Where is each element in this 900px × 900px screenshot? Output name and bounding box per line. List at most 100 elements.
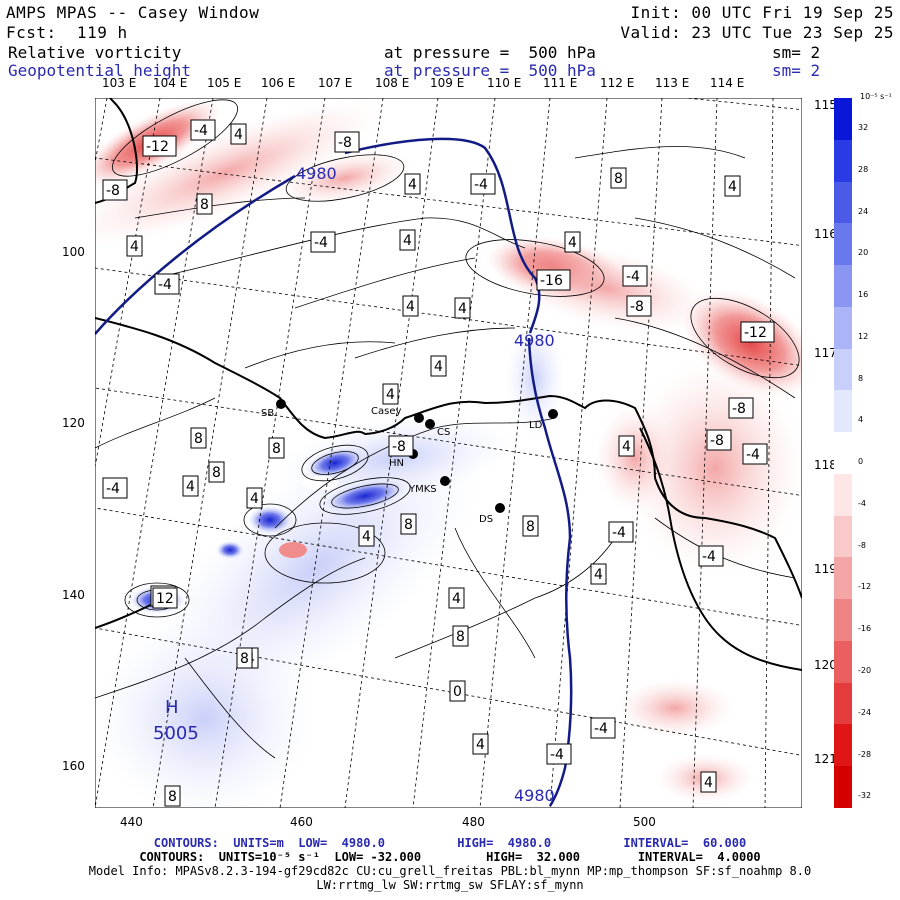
y-tick-label: 120: [62, 416, 85, 430]
colorbar-tick-label: 20: [858, 248, 869, 258]
longitude-label: 111 E: [543, 76, 578, 90]
field2-level: at pressure = 500 hPa: [384, 61, 596, 80]
colorbar-segment: [834, 265, 852, 308]
longitude-label: 113 E: [655, 76, 690, 90]
contour-label: -8: [626, 295, 652, 317]
svg-text:-4: -4: [746, 447, 760, 463]
footer-height-contours: CONTOURS: UNITS=m LOW= 4980.0 HIGH= 4980…: [153, 836, 747, 850]
colorbar-tick-label: -20: [858, 666, 872, 675]
contour-label: 4: [382, 383, 399, 405]
colorbar-tick-label: 32: [858, 123, 869, 133]
svg-text:4: 4: [403, 233, 412, 249]
contour-label: 4: [402, 295, 419, 317]
svg-text:4: 4: [434, 359, 443, 375]
colorbar-segment: [834, 390, 852, 433]
svg-text:-4: -4: [106, 481, 120, 497]
svg-text:4980: 4980: [514, 331, 555, 350]
colorbar-segment: [834, 348, 852, 391]
svg-text:8: 8: [614, 171, 623, 187]
contour-label: -12: [142, 135, 177, 157]
colorbar-tick-label: 8: [858, 373, 864, 383]
footer-vorticity-contours: CONTOURS: UNITS=10⁻⁵ s⁻¹ LOW= -32.000 HI…: [139, 850, 761, 864]
colorbar-tick-label: 4: [858, 415, 864, 425]
contour-label: 8: [196, 193, 213, 215]
colorbar-segment: [834, 766, 852, 809]
footer-model-info: Model Info: MPASv8.2.3-194-gf29cd82c CU:…: [88, 864, 812, 878]
svg-text:8: 8: [456, 629, 465, 645]
colorbar-tick-label: -32: [858, 791, 872, 801]
contour-label: 8: [268, 437, 285, 459]
contour-label: -4: [608, 521, 634, 543]
contour-label: 4: [618, 435, 635, 457]
contour-label: 4: [700, 771, 717, 793]
contour-label: 4: [472, 733, 489, 755]
x-tick-label: 500: [633, 815, 656, 829]
field1-name: Relative vorticity: [8, 43, 182, 62]
contour-label: 4: [564, 231, 581, 253]
station-label: YMKS: [408, 484, 437, 495]
colorbar-tick-label: -24: [858, 707, 872, 717]
colorbar: [834, 98, 852, 809]
colorbar-tick-label: -4: [858, 498, 866, 508]
svg-text:4: 4: [386, 387, 395, 403]
contour-label: -4: [590, 717, 616, 739]
colorbar-tick-label: 24: [858, 206, 869, 216]
station-label: SB: [261, 408, 274, 419]
contour-label: 4: [448, 587, 465, 609]
y-tick-label: 160: [62, 759, 85, 773]
svg-text:4: 4: [186, 479, 195, 495]
svg-text:-4: -4: [702, 549, 716, 565]
longitude-label: 114 E: [710, 76, 745, 90]
svg-text:8: 8: [272, 441, 281, 457]
contour-label: -4: [546, 743, 572, 765]
svg-text:4980: 4980: [296, 164, 337, 183]
svg-text:-8: -8: [710, 433, 724, 449]
contour-label: 8: [610, 167, 627, 189]
colorbar-segment: [834, 557, 852, 600]
footer-model-info-2: LW:rrtmg_lw SW:rrtmg_sw SFLAY:sf_mynn: [316, 878, 584, 892]
svg-text:4: 4: [728, 179, 737, 195]
svg-text:4: 4: [476, 737, 485, 753]
contour-label: 8: [522, 515, 539, 537]
svg-text:-4: -4: [612, 525, 626, 541]
colorbar-tick-label: -8: [858, 540, 866, 550]
svg-text:4: 4: [362, 529, 371, 545]
longitude-label: 110 E: [487, 76, 522, 90]
high-pressure-value: 5005: [153, 723, 199, 744]
field2-smoothing: sm= 2: [772, 61, 821, 80]
contour-label: 8: [452, 625, 469, 647]
svg-text:4: 4: [234, 127, 243, 143]
svg-text:8: 8: [212, 465, 221, 481]
contour-label: -4: [310, 231, 336, 253]
contour-label: -12: [740, 321, 775, 343]
svg-text:8: 8: [526, 519, 535, 535]
colorbar-tick-label: -12: [858, 582, 872, 592]
y-tick-label: 100: [62, 245, 85, 259]
longitude-label: 108 E: [375, 76, 410, 90]
contour-label: -4: [470, 173, 496, 195]
colorbar-tick-label: -28: [858, 749, 872, 759]
svg-text:-8: -8: [732, 401, 746, 417]
longitude-label: 109 E: [430, 76, 465, 90]
svg-text:4: 4: [594, 567, 603, 583]
contour-label: -8: [102, 179, 128, 201]
contour-label: 4: [182, 475, 199, 497]
valid-time: Valid: 23 UTC Tue 23 Sep 25: [620, 23, 894, 42]
contour-label: 4: [246, 487, 263, 509]
svg-text:-8: -8: [630, 299, 644, 315]
colorbar-segment: [834, 432, 852, 475]
init-time: Init: 00 UTC Fri 19 Sep 25: [630, 3, 894, 22]
contour-label: 4: [590, 563, 607, 585]
x-tick-label: 440: [120, 815, 143, 829]
colorbar-tick-label: -16: [858, 624, 872, 634]
contour-label: 8: [164, 785, 181, 807]
svg-text:-12: -12: [744, 325, 767, 341]
contour-label: 4: [399, 229, 416, 251]
contour-label: -8: [334, 131, 360, 153]
contour-label: 4: [126, 235, 143, 257]
svg-text:4: 4: [568, 235, 577, 251]
contour-label: -16: [536, 269, 571, 291]
colorbar-segment: [834, 223, 852, 266]
colorbar-segment: [834, 473, 852, 517]
svg-text:8: 8: [194, 431, 203, 447]
